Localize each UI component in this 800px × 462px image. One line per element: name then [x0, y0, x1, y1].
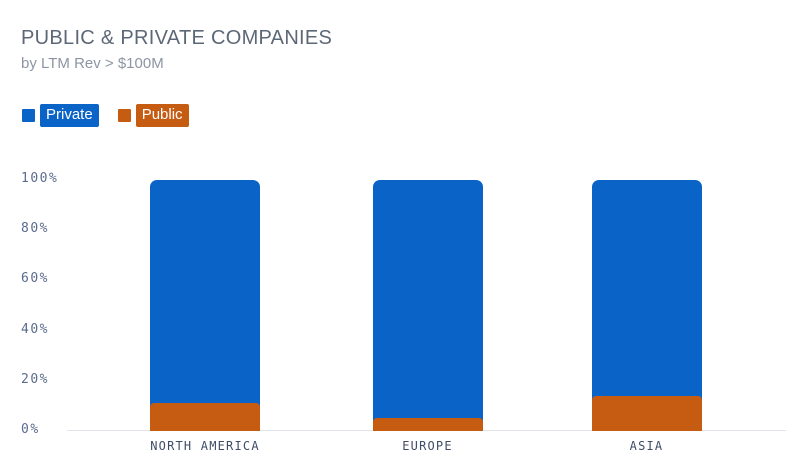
bar-group-north-america [150, 180, 260, 431]
y-axis-tick-40: 40% [21, 321, 49, 337]
x-axis-label-north-america: NORTH AMERICA [150, 439, 260, 453]
chart-subtitle: by LTM Rev > $100M [21, 55, 164, 72]
legend-swatch-icon [117, 109, 131, 122]
x-axis-label-asia: ASIA [629, 439, 664, 453]
x-axis-label-europe: EUROPE [402, 439, 453, 453]
bar-segment-public-asia[interactable] [591, 396, 702, 431]
legend-label: Public [135, 104, 189, 127]
y-axis-tick-100: 100% [21, 171, 59, 186]
y-axis-tick-20: 20% [21, 371, 49, 387]
bar-segment-public-north-america[interactable] [150, 403, 260, 431]
y-axis-tick-80: 80% [21, 221, 49, 237]
y-axis-tick-60: 60% [21, 271, 49, 287]
bar-segment-private-europe[interactable] [372, 180, 483, 431]
bar-segment-public-europe[interactable] [372, 418, 483, 431]
chart-title: PUBLIC & PRIVATE COMPANIES [21, 27, 333, 49]
legend: Private Public [22, 104, 189, 127]
bar-segment-private-north-america[interactable] [150, 180, 260, 431]
bar-group-asia [591, 180, 702, 431]
bar-segment-private-asia[interactable] [591, 180, 702, 431]
bar-group-europe [372, 180, 483, 431]
y-axis-tick-0: 0% [21, 422, 40, 437]
legend-label: Private [40, 104, 99, 127]
legend-item-private[interactable]: Private [22, 104, 99, 127]
legend-item-public[interactable]: Public [117, 104, 189, 127]
legend-swatch-icon [22, 109, 35, 122]
